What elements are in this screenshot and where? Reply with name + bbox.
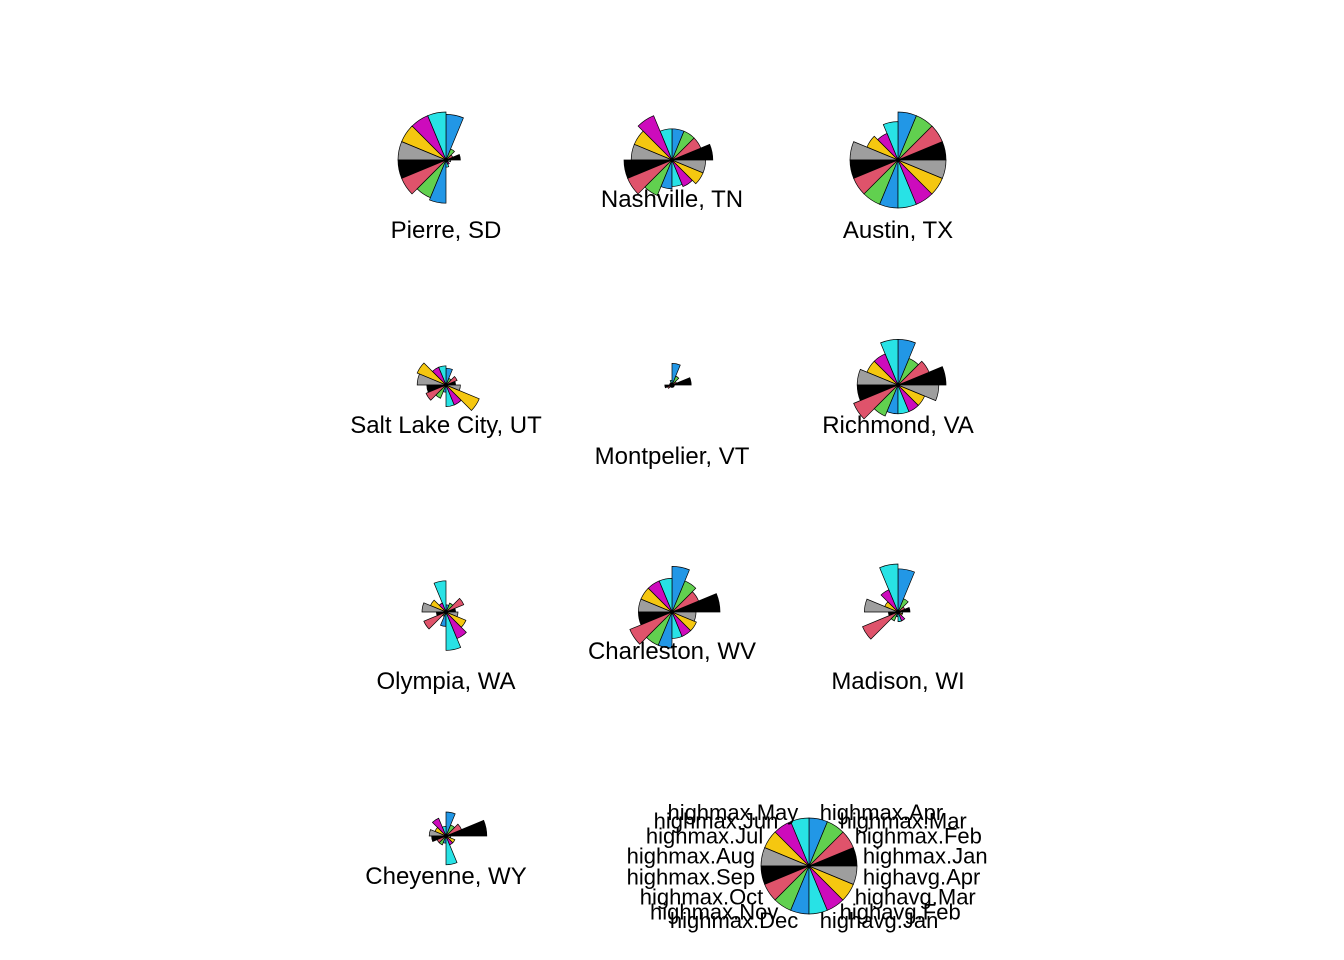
star-2 — [623, 115, 714, 196]
star-label: Nashville, TN — [601, 186, 743, 213]
key-label: highmax.Sep — [627, 865, 755, 890]
segment-highmax.Apr — [897, 111, 917, 161]
segment-highmax.Apr — [897, 568, 915, 613]
key-label: highmax.Oct — [640, 885, 764, 910]
segment-highmax.Oct — [853, 384, 899, 420]
segment-highmax.Apr — [671, 566, 690, 613]
segment-highmax.Dec — [657, 611, 673, 649]
segment-highmax.Aug — [864, 598, 899, 613]
segment-highavg.Apr — [445, 384, 461, 391]
segment-highmax.Jan — [897, 366, 947, 386]
star-5 — [664, 363, 692, 389]
key-label: highmax.Feb — [855, 823, 982, 848]
segment-highavg.Apr — [897, 159, 947, 179]
segment-highmax.Jun — [431, 817, 447, 837]
key-label: highmax.Jun — [654, 808, 779, 833]
segment-highmax.Oct — [425, 384, 447, 401]
segment-highmax.Aug — [416, 373, 447, 386]
segment-highmax.Jul — [416, 362, 447, 386]
segment-highmax.Dec — [429, 159, 447, 204]
segment-highmax.Mar — [445, 602, 454, 613]
segment-highmax.Feb — [445, 823, 462, 837]
segment-highmax.Feb — [445, 597, 465, 613]
segment-highmax.Feb — [445, 376, 458, 386]
star-label: Salt Lake City, UT — [350, 412, 542, 439]
star-6 — [853, 339, 947, 420]
segment-highmax.Oct — [401, 159, 447, 195]
segment-highmax.Apr — [671, 363, 681, 386]
key-label: highmax.Dec — [670, 908, 798, 933]
key-segment-highavg.Apr — [808, 865, 858, 885]
segment-highavg.Feb — [445, 611, 467, 640]
segment-highmax.Nov — [438, 835, 447, 846]
segment-highmax.Jun — [637, 115, 673, 161]
segment-highmax.Oct — [862, 611, 899, 640]
segment-highavg.Apr — [671, 159, 706, 174]
segment-highavg.Mar — [671, 611, 697, 632]
star-label: Cheyenne, WY — [365, 863, 526, 890]
segment-highavg.Apr — [445, 159, 452, 163]
segment-highmax.Oct — [629, 611, 673, 645]
key-label: highavg.Mar — [855, 885, 976, 910]
star-label: Pierre, SD — [391, 217, 502, 244]
star-8 — [629, 566, 721, 649]
key-label: highavg.Jan — [820, 908, 939, 933]
segment-highmax.Apr — [445, 114, 464, 161]
segment-highmax.Nov — [644, 159, 673, 196]
key-label: highmax.Mar — [840, 808, 967, 833]
key-label: highmax.Jul — [646, 823, 763, 848]
segment-highavg.Apr — [671, 611, 697, 622]
star-9 — [862, 563, 915, 640]
segment-highmax.Aug — [421, 602, 447, 613]
star-7 — [421, 580, 467, 651]
key-label: highavg.Feb — [840, 900, 961, 925]
segment-highmax.Dec — [660, 159, 673, 190]
key-label: highmax.Nov — [650, 900, 778, 925]
segment-highavg.Apr — [671, 384, 675, 387]
segment-highmax.Aug — [428, 829, 447, 837]
star-label: Olympia, WA — [376, 668, 515, 695]
key-label: highmax.Jan — [863, 843, 988, 868]
segment-highavg.Feb — [897, 611, 906, 622]
star-1 — [397, 111, 464, 204]
key-star — [760, 817, 858, 915]
key-label: highavg.Apr — [863, 865, 980, 890]
segment-highmax.Nov — [435, 384, 447, 399]
key-label: highmax.Aug — [627, 843, 755, 868]
segment-highavg.Mar — [445, 611, 467, 628]
segment-highmax.Nov — [873, 384, 899, 417]
star-label: Richmond, VA — [822, 412, 974, 439]
segment-highmax.Oct — [627, 159, 673, 195]
segment-highavg.Apr — [897, 611, 904, 615]
segment-highmax.Feb — [897, 360, 930, 386]
star-4 — [416, 362, 480, 411]
segment-highavg.Apr — [897, 384, 940, 402]
segment-highavg.Apr — [445, 611, 459, 618]
segment-highavg.Apr — [445, 835, 452, 839]
key-label: highmax.Apr — [820, 800, 944, 825]
segment-highmax.Jun — [880, 589, 899, 613]
star-10 — [428, 811, 488, 866]
star-3 — [849, 111, 947, 209]
star-label: Austin, TX — [843, 217, 953, 244]
segment-highavg.Mar — [445, 835, 456, 844]
segment-highmax.Nov — [890, 611, 899, 622]
segment-highavg.Mar — [445, 384, 480, 411]
star-label: Charleston, WV — [588, 638, 756, 665]
segment-highmax.Apr — [445, 811, 456, 837]
segment-highmax.Oct — [423, 611, 447, 630]
star-label: Montpelier, VT — [595, 443, 750, 470]
key-label: highmax.May — [667, 800, 798, 825]
star-label: Madison, WI — [831, 668, 964, 695]
